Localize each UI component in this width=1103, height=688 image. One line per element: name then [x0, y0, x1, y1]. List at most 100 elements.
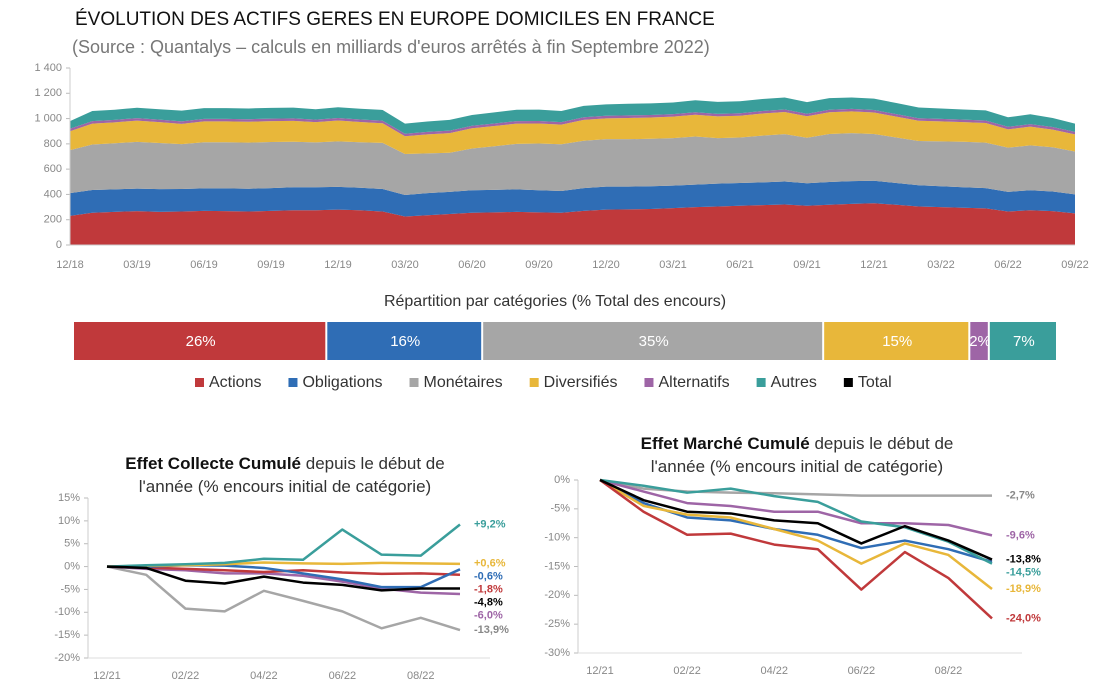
line: [599, 478, 993, 620]
end-label: -2,7%: [1006, 489, 1035, 501]
y-tick-label: 0%: [554, 474, 570, 486]
x-tick-label: 04/22: [760, 665, 788, 677]
x-tick-label: 06/22: [329, 670, 357, 682]
x-tick-label: 03/21: [659, 259, 687, 271]
y-tick-label: -10%: [54, 606, 80, 618]
x-tick-label: 02/22: [172, 670, 200, 682]
end-label: +9,2%: [474, 518, 506, 530]
legend-label: Obligations: [302, 374, 382, 391]
x-tick-label: 06/21: [726, 259, 754, 271]
area: [70, 111, 1075, 154]
bar-label: 35%: [639, 333, 669, 350]
x-tick-label: 06/19: [190, 259, 218, 271]
x-tick-label: 06/22: [994, 259, 1022, 271]
y-tick-label: 0%: [64, 560, 80, 572]
y-tick-label: 10%: [58, 515, 80, 527]
end-label: -6,0%: [474, 610, 503, 622]
y-tick-label: 1 400: [34, 62, 62, 74]
bar-label: 15%: [882, 333, 912, 350]
end-label: -18,9%: [1006, 583, 1041, 595]
y-tick-label: -20%: [544, 589, 570, 601]
x-tick-label: 12/20: [592, 259, 620, 271]
x-tick-label: 08/22: [407, 670, 435, 682]
x-tick-label: 09/19: [257, 259, 285, 271]
x-tick-label: 03/19: [123, 259, 151, 271]
bar-segment: [989, 322, 1056, 360]
y-tick-label: 1 200: [34, 87, 62, 99]
end-label: -13,8%: [1006, 553, 1041, 565]
line: [599, 478, 993, 590]
legend-label: Monétaires: [424, 374, 503, 391]
y-tick-label: -15%: [544, 560, 570, 572]
legend-swatch: [644, 378, 654, 387]
legend-label: Total: [858, 374, 892, 391]
y-tick-label: 0: [56, 239, 62, 251]
line-title: Effet Collecte Cumulé depuis le début de…: [115, 452, 455, 498]
bar-title: Répartition par catégories (% Total des …: [384, 293, 726, 310]
end-label: -9,6%: [1006, 529, 1035, 541]
x-tick-label: 12/21: [586, 665, 614, 677]
legend-swatch: [288, 378, 298, 387]
x-tick-label: 03/22: [927, 259, 955, 271]
chart-title: ÉVOLUTION DES ACTIFS GERES EN EUROPE DOM…: [75, 9, 715, 30]
x-tick-label: 03/20: [391, 259, 419, 271]
y-tick-label: -5%: [60, 583, 80, 595]
x-tick-label: 12/19: [324, 259, 352, 271]
title-rest: depuis le début de l'année (% encours in…: [650, 434, 954, 476]
y-tick-label: -20%: [54, 652, 80, 664]
y-tick-label: 200: [44, 214, 62, 226]
bar-label: 2%: [969, 333, 991, 350]
x-tick-label: 09/20: [525, 259, 553, 271]
y-tick-label: 800: [44, 138, 62, 150]
y-tick-label: -30%: [544, 647, 570, 659]
area: [70, 203, 1075, 245]
x-tick-label: 02/22: [673, 665, 701, 677]
legend-label: Autres: [771, 374, 817, 391]
title-bold: Effet Collecte Cumulé: [125, 454, 301, 473]
end-label: -13,9%: [474, 624, 509, 636]
legend-swatch: [756, 378, 766, 387]
x-tick-label: 09/22: [1061, 259, 1089, 271]
bar-label: 7%: [1013, 333, 1035, 350]
line: [106, 565, 460, 592]
legend-swatch: [195, 378, 204, 387]
bar-segment: [483, 322, 823, 360]
bar-segment: [824, 322, 969, 360]
y-tick-label: -25%: [544, 618, 570, 630]
line-title: Effet Marché Cumulé depuis le début de l…: [612, 432, 982, 478]
x-tick-label: 12/21: [93, 670, 121, 682]
y-tick-label: 600: [44, 163, 62, 175]
x-tick-label: 09/21: [793, 259, 821, 271]
legend-swatch: [843, 378, 853, 387]
end-label: +0,6%: [474, 558, 506, 570]
bar-segment: [327, 322, 482, 360]
end-label: -0,6%: [474, 571, 503, 583]
x-tick-label: 12/18: [56, 259, 84, 271]
x-tick-label: 12/21: [860, 259, 888, 271]
x-tick-label: 06/20: [458, 259, 486, 271]
chart-subtitle: (Source : Quantalys – calculs en milliar…: [72, 37, 710, 57]
end-label: -1,8%: [474, 584, 503, 596]
legend-swatch: [529, 378, 539, 387]
line: [599, 478, 993, 561]
end-label: -24,0%: [1006, 612, 1041, 624]
bar-label: 26%: [186, 333, 216, 350]
area: [70, 97, 1075, 134]
area: [70, 180, 1075, 217]
y-tick-label: 1 000: [34, 112, 62, 124]
x-tick-label: 08/22: [935, 665, 963, 677]
legend-label: Actions: [209, 374, 261, 391]
y-tick-label: -15%: [54, 629, 80, 641]
y-tick-label: 15%: [58, 492, 80, 504]
y-tick-label: -5%: [550, 503, 570, 515]
y-tick-label: 400: [44, 188, 62, 200]
bar-segment: [74, 322, 326, 360]
line: [106, 565, 461, 632]
end-label: -4,8%: [474, 597, 503, 609]
bar-label: 16%: [390, 333, 420, 350]
title-rest: depuis le début de l'année (% encours in…: [138, 454, 445, 496]
x-tick-label: 04/22: [250, 670, 278, 682]
bar-segment: [970, 322, 988, 360]
